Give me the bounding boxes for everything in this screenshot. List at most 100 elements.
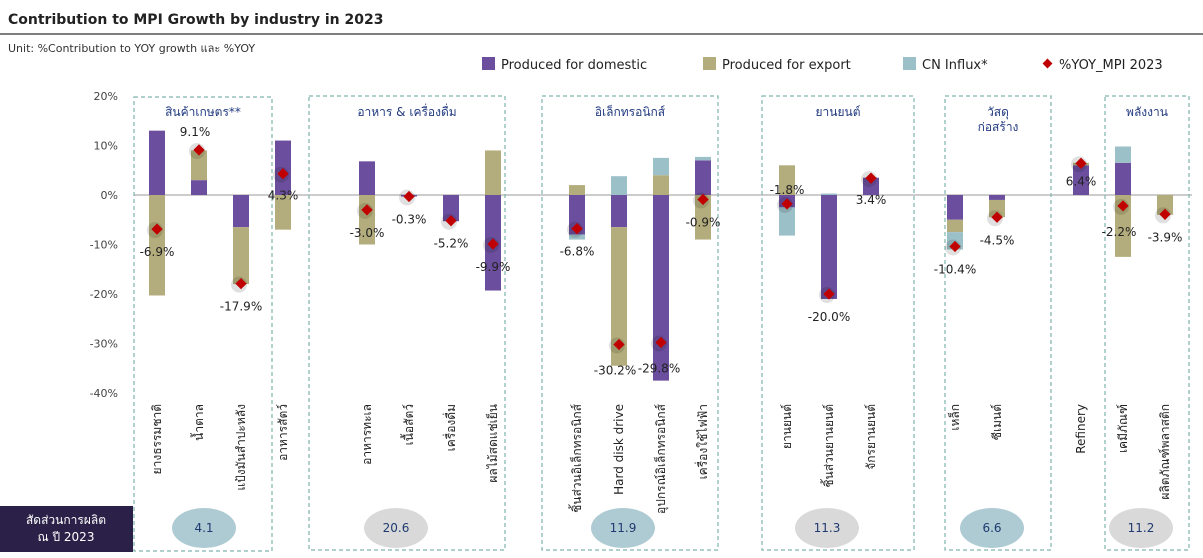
yoy-label: -9.9% (476, 260, 511, 274)
yoy-label: 3.4% (856, 193, 887, 207)
group-title: วัสดุ (987, 105, 1009, 120)
y-tick-label: -20% (90, 288, 118, 301)
bar-export (233, 227, 249, 285)
yoy-label: -3.9% (1148, 230, 1183, 244)
bar-cn (779, 207, 795, 236)
bar-domestic (611, 195, 627, 228)
share-ellipse (1109, 508, 1173, 548)
share-label-text: ณ ปี 2023 (38, 530, 95, 544)
y-tick-label: 10% (94, 140, 118, 153)
share-ellipse (591, 508, 655, 548)
bar-export (191, 150, 207, 181)
chart-subtitle: Unit: %Contribution to YOY growth และ %Y… (8, 42, 255, 55)
group-box (308, 95, 506, 551)
yoy-label: -10.4% (934, 262, 976, 276)
bar-export (653, 175, 669, 195)
share-row: สัดส่วนการผลิตณ ปี 2023 4.1 20.6 11.9 11.3 6.… (0, 506, 1173, 552)
group-title: สินค้าเกษตร** (165, 105, 241, 119)
bar-domestic (443, 195, 459, 222)
bar-cn (569, 234, 585, 240)
category-label: อาหารสัตว์ (276, 404, 290, 461)
category-label: ยางธรรมชาติ (150, 404, 164, 474)
bar-export (1157, 195, 1173, 215)
yoy-marker (487, 238, 499, 250)
legend-label-1: Produced for export (722, 58, 851, 73)
legend-label-2: CN Influx* (922, 58, 988, 73)
bar-export (1115, 195, 1131, 257)
category-label: เนื้อสัตว์ (400, 404, 416, 445)
yoy-marker (403, 190, 415, 203)
category-labels: ยางธรรมชาติ น้ำตาล แป้งมันสำปะหลัง อาหารสัต… (150, 403, 1172, 514)
share-value: 4.1 (194, 521, 213, 535)
category-label: เคมีภัณฑ์ (1116, 404, 1130, 453)
bar-export (611, 227, 627, 366)
bar-export (149, 195, 165, 296)
bar-domestic (695, 160, 711, 195)
bar-export (569, 185, 585, 195)
category-label: Refinery (1074, 404, 1088, 454)
yoy-marker (1159, 208, 1171, 220)
category-label: จักรยานยนต์ (864, 404, 878, 470)
category-label: ชิ้นส่วนยานยนต์ (820, 404, 836, 488)
y-tick-label: -10% (90, 239, 118, 252)
yoy-marker (445, 215, 457, 227)
yoy-marker (193, 144, 205, 156)
bar-cn (695, 156, 711, 161)
y-tick-label: 0% (101, 189, 118, 202)
yoy-label: -0.9% (686, 215, 721, 229)
yoy-label: 4.3% (268, 189, 299, 203)
share-value: 11.2 (1128, 521, 1155, 535)
bar-domestic (359, 161, 375, 195)
bar-cn (1115, 146, 1131, 163)
bar-domestic (1073, 165, 1089, 195)
yoy-label: 9.1% (180, 125, 211, 139)
category-label: แป้งมันสำปะหลัง (234, 404, 248, 491)
bar-domestic (989, 195, 1005, 200)
bar-domestic (275, 140, 291, 195)
yoy-marker (823, 288, 835, 300)
yoy-label: -20.0% (808, 310, 850, 324)
legend-label-0: Produced for domestic (501, 58, 647, 73)
category-label: ผลิตภัณฑ์พลาสติก (1158, 404, 1172, 500)
yoy-marker (235, 277, 247, 290)
yoy-label: -2.2% (1102, 225, 1137, 239)
share-ellipse (364, 508, 428, 548)
bar-domestic (653, 195, 669, 381)
group-box (944, 95, 1052, 551)
yoy-label: -6.8% (560, 245, 595, 259)
group-box (541, 95, 719, 551)
yoy-marker (151, 223, 163, 235)
bar-domestic (821, 195, 837, 299)
yoy-marker (361, 204, 373, 216)
legend: Produced for domestic Produced for export… (482, 57, 1163, 73)
bar-domestic (947, 195, 963, 220)
bar-export (947, 219, 963, 233)
y-tick-label: -40% (90, 387, 118, 400)
yoy-label: -6.9% (140, 245, 175, 259)
share-value: 11.9 (610, 521, 637, 535)
bar-export (275, 195, 291, 230)
yoy-marker (1117, 200, 1129, 212)
group-title: ก่อสร้าง (978, 120, 1019, 134)
share-ellipse (960, 508, 1024, 548)
bar-domestic (191, 180, 207, 195)
yoy-label: 6.4% (1066, 174, 1097, 188)
category-label: ผลไม้สดแช่เย็น (485, 404, 500, 483)
yoy-marker (571, 223, 583, 235)
bars (149, 130, 1173, 381)
legend-swatch-1 (703, 57, 716, 70)
bar-domestic (233, 195, 249, 228)
category-label: ยานยนต์ (780, 404, 794, 449)
share-label-box (0, 506, 133, 552)
group-title: ยานยนต์ (816, 105, 861, 119)
legend-swatch-2 (903, 57, 916, 70)
share-ellipse (172, 508, 236, 548)
yoy-marker (613, 338, 625, 351)
yoy-marker (781, 198, 793, 210)
y-tick-label: 20% (94, 90, 118, 103)
bar-domestic (569, 195, 585, 235)
legend-label-3: %YOY_MPI 2023 (1059, 58, 1163, 73)
bar-cn (653, 157, 669, 176)
yoy-label: -1.8% (770, 183, 805, 197)
yoy-marker (949, 240, 961, 253)
